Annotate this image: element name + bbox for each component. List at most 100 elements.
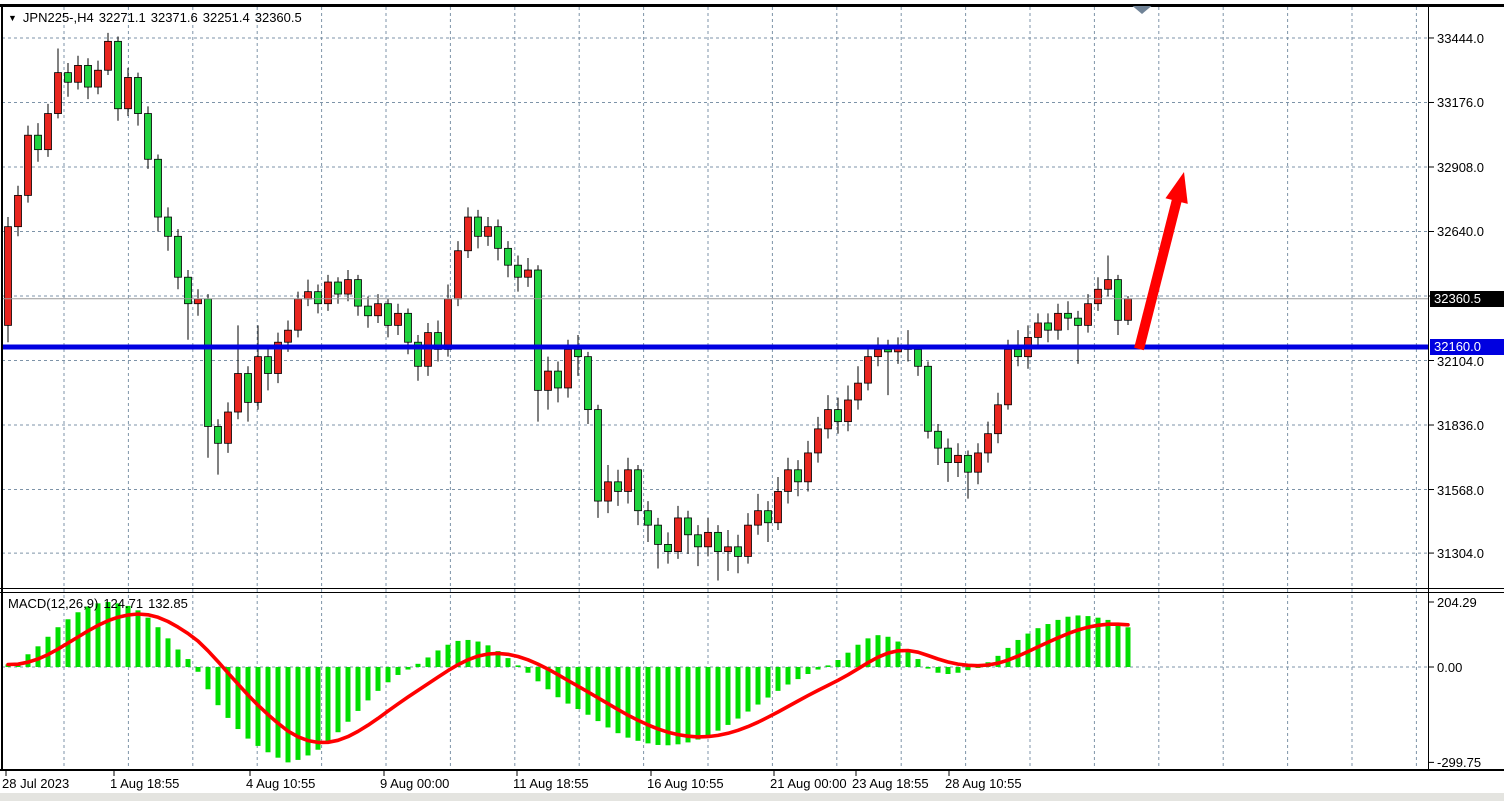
macd-histogram-bar [945,667,951,675]
macd-histogram-bar [385,667,391,683]
bull-candle [744,524,752,557]
macd-histogram-bar [315,667,321,750]
macd-histogram-bar [135,610,141,667]
bear-candle [1064,312,1072,319]
bull-candle [784,469,792,492]
macd-histogram-bar [815,667,821,670]
bull-candle [1004,349,1012,406]
macd-histogram-bar [605,667,611,728]
macd-histogram-bar [955,667,961,673]
price-axis-label: 32104.0 [1437,353,1484,369]
macd-axis-label: 204.29 [1437,594,1477,610]
macd-histogram-bar [445,644,451,667]
trend-arrow-head [1165,172,1188,204]
bull-candle [984,433,992,454]
macd-histogram-bar [615,667,621,734]
open-value: 32271.1 [98,10,146,25]
macd-histogram-bar [495,651,501,667]
bull-candle [484,226,492,237]
macd-axis-label: -299.75 [1437,755,1482,771]
macd-name: MACD(12,26,9) [8,596,99,611]
bull-candle [724,546,732,553]
macd-histogram-bar [865,638,871,667]
bull-candle [324,281,332,305]
bear-candle [534,269,542,391]
bear-candle [504,247,512,266]
macd-histogram-bar [705,667,711,736]
bull-candle [94,69,102,88]
bull-candle [274,341,282,374]
bull-candle [974,452,982,473]
bear-candle [794,469,802,483]
bear-candle [64,72,72,83]
bull-candle [814,428,822,454]
macd-histogram-bar [685,667,691,743]
macd-histogram-bar [515,665,521,667]
top-border [0,4,1504,7]
bull-candle [104,40,112,71]
time-axis-label: 21 Aug 00:00 [770,776,847,791]
macd-histogram-bar [665,667,671,746]
macd-histogram-bar [175,649,181,667]
bull-candle [224,411,232,444]
macd-histogram-bar [45,636,51,667]
macd-histogram-bar [1075,615,1081,667]
macd-histogram-bar [925,667,931,669]
bear-candle [1074,317,1082,326]
bear-candle [154,158,162,218]
time-axis-label: 23 Aug 18:55 [852,776,929,791]
chart-shift-marker-icon[interactable] [1132,6,1152,14]
macd-histogram-bar [325,667,331,742]
bull-candle [4,226,12,326]
bear-candle [934,430,942,449]
bear-candle [944,447,952,463]
pane-separator[interactable] [0,587,1504,593]
price-axis-label: 31304.0 [1437,546,1484,562]
macd-histogram-bar [425,657,431,667]
macd-histogram-bar [535,667,541,682]
macd-histogram-bar [285,667,291,763]
macd-histogram-bar [725,667,731,725]
bear-candle [764,510,772,524]
bear-candle [214,426,222,444]
macd-histogram-bar [125,605,131,667]
dropdown-triangle-icon[interactable]: ▼ [8,13,17,23]
macd-histogram-bar [115,603,121,667]
macd-histogram-bar [525,667,531,673]
bull-candle [754,510,762,526]
macd-histogram-bar [965,667,971,671]
bull-candle [394,312,402,326]
bear-candle [84,65,92,88]
macd-axis-label: 0.00 [1437,660,1463,675]
bear-candle [384,303,392,326]
time-axis-label: 1 Aug 18:55 [110,776,180,791]
bear-candle [134,77,142,114]
bull-candle [524,269,532,278]
bear-candle [614,481,622,492]
macd-histogram-bar [715,667,721,731]
bull-candle [74,65,82,83]
bear-candle [244,373,252,403]
bear-candle [204,298,212,427]
bear-candle [964,454,972,473]
macd-histogram-bar [905,649,911,667]
macd-histogram-bar [835,659,841,667]
macd-histogram-bar [895,641,901,667]
bear-candle [144,113,152,160]
price-axis-label: 33444.0 [1437,30,1484,46]
macd-histogram-bar [415,663,421,667]
macd-histogram-bar [755,667,761,705]
macd-histogram-bar [625,667,631,738]
bear-candle [414,341,422,367]
current-price-badge: 32360.5 [1430,290,1504,307]
macd-histogram-bar [845,652,851,667]
bull-candle [14,194,22,228]
bear-candle [184,276,192,305]
bear-candle [554,370,562,389]
macd-histogram-bar [1105,619,1111,667]
bull-candle [624,469,632,492]
left-border [1,4,3,770]
bull-candle [304,291,312,300]
